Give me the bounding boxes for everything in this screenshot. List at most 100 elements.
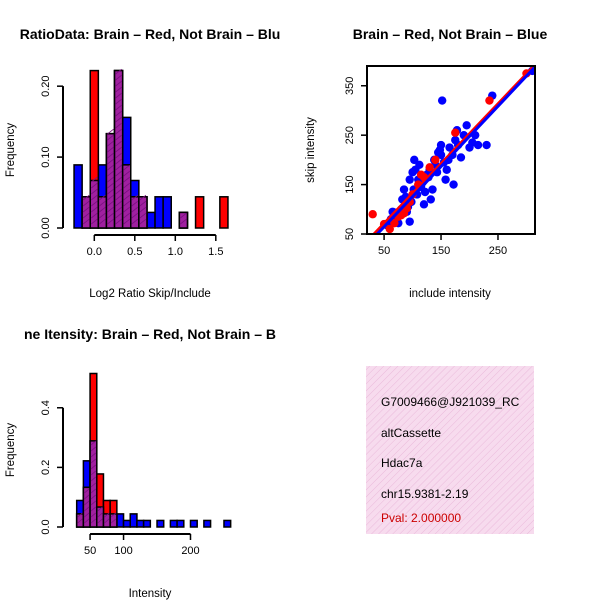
point-brain xyxy=(451,128,460,137)
overlap-hatch xyxy=(115,134,122,141)
overlap-hatch xyxy=(107,140,114,147)
ratio-histogram-ylabel: Frequency xyxy=(5,123,17,178)
overlap-hatch xyxy=(90,476,97,482)
bar-not-brain xyxy=(129,513,138,528)
scatter-marks xyxy=(368,66,535,234)
overlap-hatch xyxy=(115,176,122,183)
bar-brain xyxy=(194,196,205,229)
overlap-hatch xyxy=(115,218,122,225)
info-line-gene: Hdac7a xyxy=(381,456,423,470)
point-not-brain xyxy=(405,175,414,184)
overlap-hatch xyxy=(123,164,130,171)
overlap-hatch xyxy=(84,494,90,500)
bar-not-brain xyxy=(203,519,212,528)
bar-not-brain xyxy=(146,211,156,229)
overlap-hatch xyxy=(115,194,122,201)
overlap-hatch xyxy=(104,518,110,524)
overlap-hatch xyxy=(107,200,114,207)
bar-not-brain xyxy=(122,519,131,528)
overlap-hatch xyxy=(77,518,83,524)
bar-not-brain xyxy=(136,519,145,528)
overlap-hatch xyxy=(90,506,97,512)
y-tick-label: 150 xyxy=(344,175,356,193)
overlap-hatch xyxy=(110,512,117,518)
overlap-hatch xyxy=(107,218,114,225)
point-not-brain xyxy=(442,165,451,174)
overlap-hatch xyxy=(115,68,122,75)
overlap-hatch xyxy=(107,128,114,135)
ratio-histogram-bars xyxy=(73,68,229,229)
overlap-hatch xyxy=(84,518,90,524)
overlap-hatch xyxy=(90,518,97,524)
overlap-hatch xyxy=(110,518,117,524)
overlap-hatch xyxy=(107,158,114,165)
overlap-hatch xyxy=(123,182,130,189)
intensity-histogram-title: ne Itensity: Brain – Red, Not Brain – B xyxy=(24,326,276,342)
overlap-hatch xyxy=(99,218,106,225)
overlap-hatch xyxy=(115,200,122,207)
overlap-hatch xyxy=(115,122,122,129)
scatter-panel: Brain – Red, Not Brain – Blue include in… xyxy=(305,26,547,300)
overlap-hatch xyxy=(82,212,90,219)
overlap-hatch xyxy=(139,194,147,201)
point-not-brain xyxy=(415,160,424,170)
overlap-hatch xyxy=(123,188,130,195)
bar-not-brain xyxy=(156,519,165,528)
bar-not-brain xyxy=(176,519,185,528)
scatter-ylabel: skip intensity xyxy=(305,117,317,183)
point-brain xyxy=(368,210,377,219)
point-not-brain xyxy=(482,140,491,150)
info-line-probe-id: G7009466@J921039_RC xyxy=(381,395,520,409)
overlap-hatch xyxy=(107,146,114,153)
overlap-hatch xyxy=(131,218,139,225)
overlap-hatch xyxy=(115,86,122,93)
overlap-hatch xyxy=(104,512,110,518)
overlap-hatch xyxy=(91,212,98,219)
point-not-brain xyxy=(426,195,435,204)
overlap-hatch xyxy=(90,446,97,452)
overlap-hatch xyxy=(91,176,98,183)
y-tick-label: 250 xyxy=(344,126,356,144)
overlap-hatch xyxy=(115,116,122,123)
intensity-histogram-panel: ne Itensity: Brain – Red, Not Brain – B … xyxy=(5,326,276,600)
overlap-hatch xyxy=(90,458,97,464)
bar-not-brain xyxy=(223,519,232,528)
bar-overlap xyxy=(89,440,98,528)
point-not-brain xyxy=(441,175,450,184)
overlap-hatch xyxy=(99,212,106,219)
overlap-hatch xyxy=(99,194,106,201)
ratio-histogram-axes: 0.0 0.5 1.0 1.5 0.00 0.10 0.20 xyxy=(40,75,223,258)
overlap-hatch xyxy=(90,464,97,470)
x-tick-label: 0.5 xyxy=(127,246,142,258)
ratio-histogram-xlabel: Log2 Ratio Skip/Include xyxy=(89,288,210,300)
y-tick-label: 0.10 xyxy=(40,146,52,167)
bar-overlap xyxy=(109,513,118,528)
overlap-hatch xyxy=(84,488,90,494)
x-tick-label: 50 xyxy=(84,545,96,557)
overlap-hatch xyxy=(107,176,114,183)
point-brain xyxy=(431,155,440,165)
info-box-background xyxy=(366,366,534,534)
bar-not-brain xyxy=(73,164,83,229)
bar-not-brain xyxy=(142,519,152,528)
info-line-location: chr15.9381-2.19 xyxy=(381,487,469,501)
overlap-hatch xyxy=(84,512,90,518)
overlap-hatch xyxy=(123,176,130,183)
x-tick-label: 200 xyxy=(181,545,199,557)
scatter-axes: 50 150 250 50 150 250 350 xyxy=(344,65,536,257)
ratio-histogram-panel: RatioData: Brain – Red, Not Brain – Blu … xyxy=(5,26,280,300)
overlap-hatch xyxy=(107,212,114,219)
point-not-brain xyxy=(456,153,466,162)
overlap-hatch xyxy=(84,506,90,512)
overlap-hatch xyxy=(82,200,90,207)
overlap-hatch xyxy=(90,482,97,488)
bar-not-brain xyxy=(162,196,172,229)
overlap-hatch xyxy=(97,518,103,524)
point-not-brain xyxy=(428,185,437,194)
scatter-xlabel: include intensity xyxy=(409,288,491,300)
overlap-hatch xyxy=(82,206,90,213)
overlap-hatch xyxy=(115,182,122,189)
point-brain xyxy=(425,163,434,172)
overlap-hatch xyxy=(97,512,103,518)
